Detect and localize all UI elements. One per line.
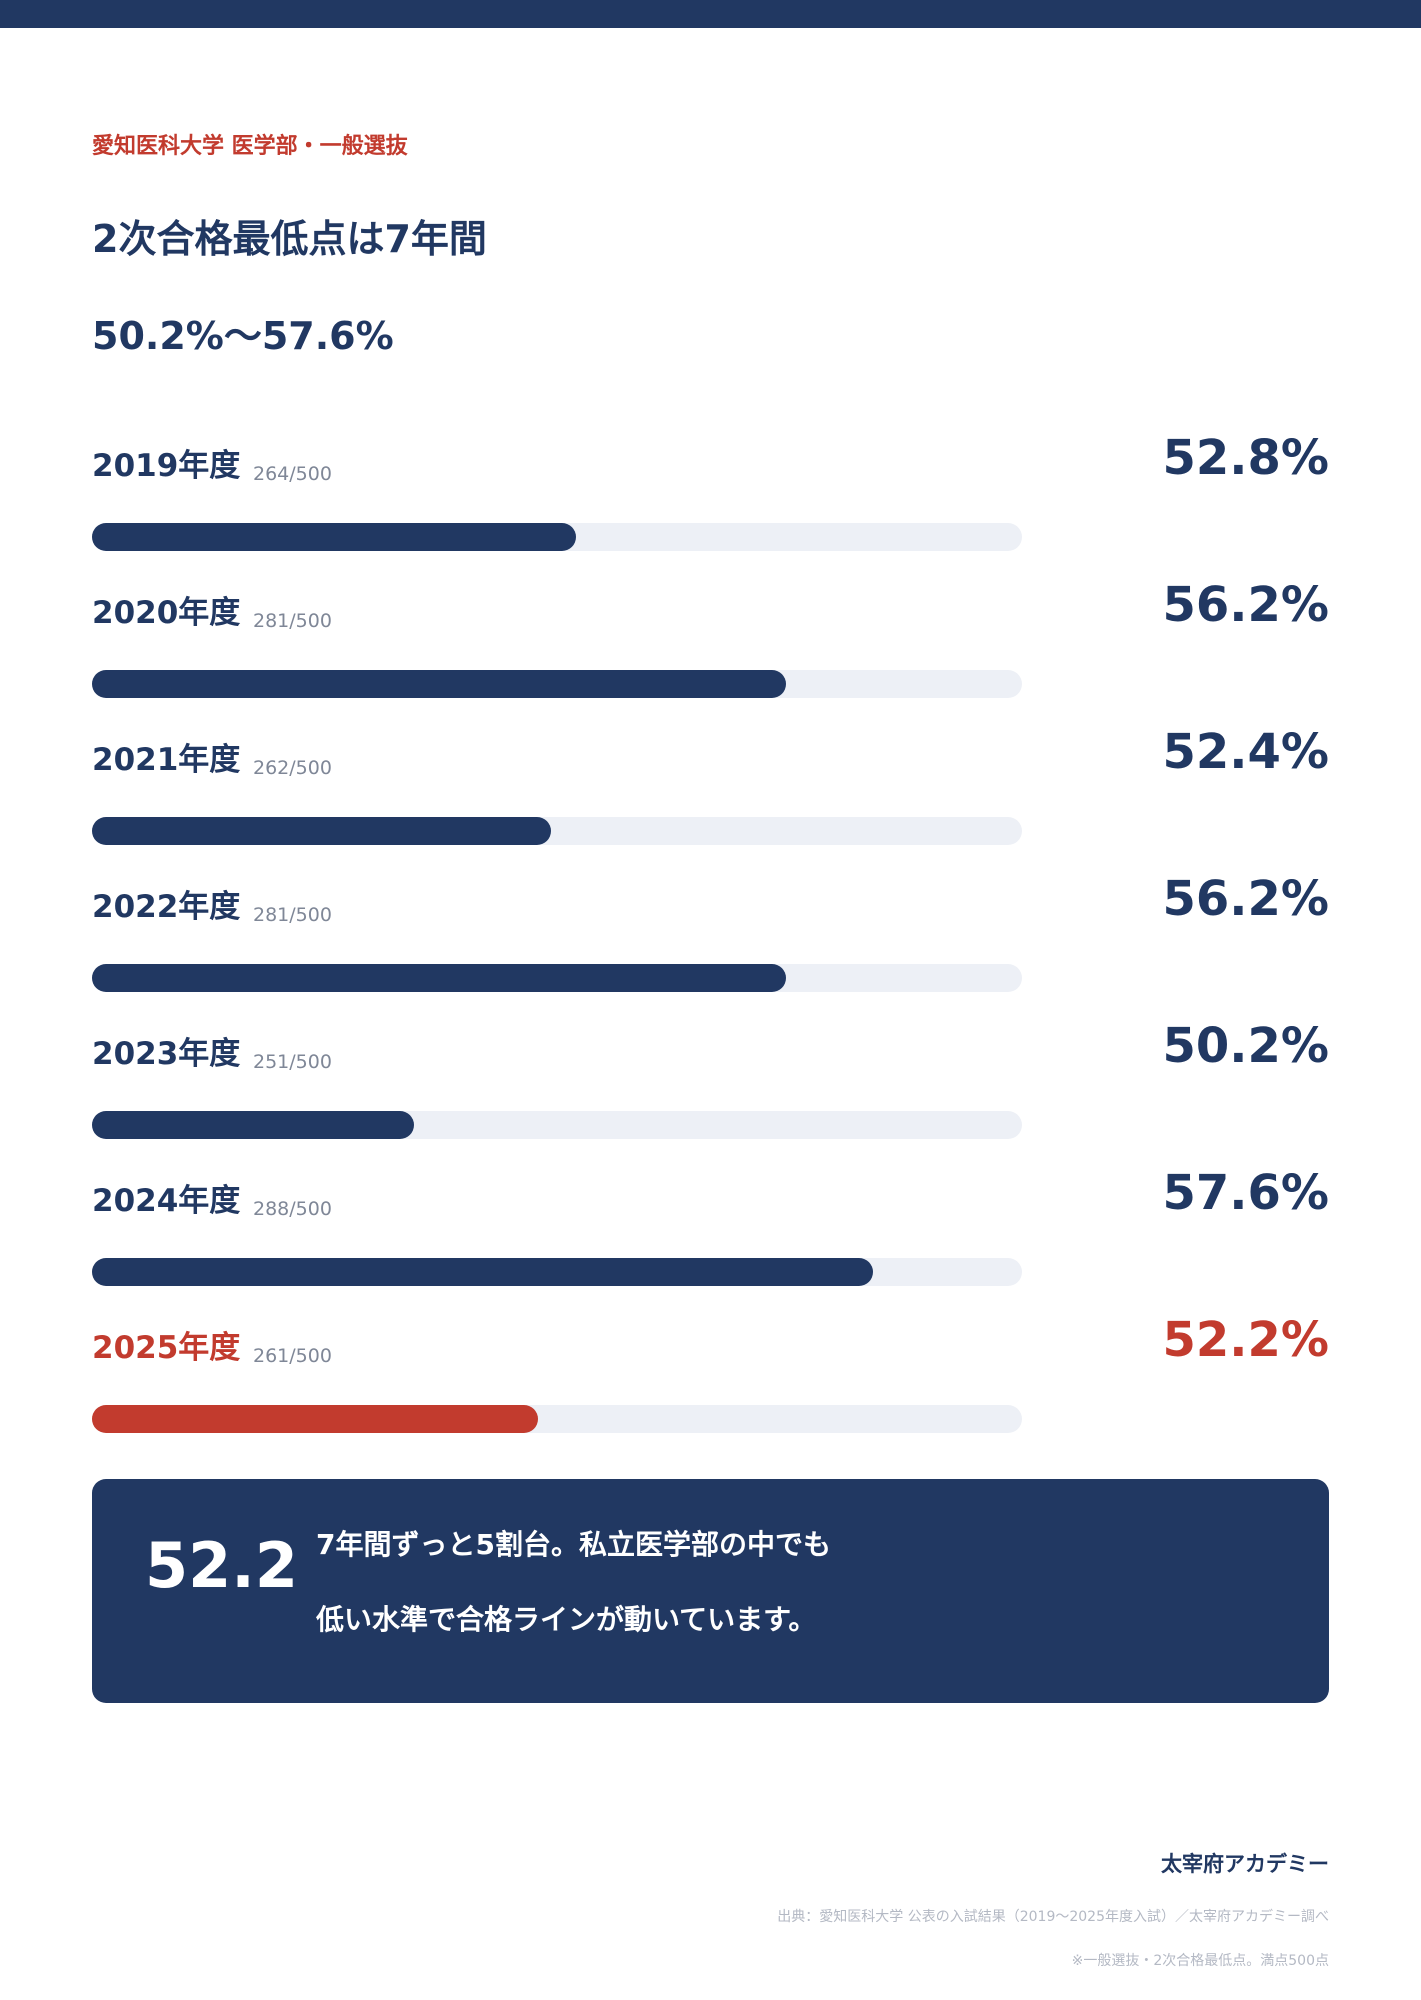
bar-track	[92, 964, 1022, 992]
bar-category-label: 2022年度	[92, 889, 241, 925]
bar-value-label: 57.6%	[1162, 1165, 1329, 1221]
bar-category-label: 2019年度	[92, 448, 241, 484]
bar-score-label: 288/500	[253, 1198, 332, 1220]
bar-score-label: 281/500	[253, 610, 332, 632]
bar-track	[92, 1405, 1022, 1433]
bar	[92, 523, 576, 551]
bar-category-label: 2021年度	[92, 742, 241, 778]
bar-score-label: 261/500	[253, 1345, 332, 1367]
bar-row: 2019年度 264/500 52.8%	[92, 420, 1329, 567]
bar-row: 2024年度 288/500 57.6%	[92, 1155, 1329, 1302]
brand-name: 太宰府アカデミー	[1161, 1852, 1329, 1876]
bar-category-label: 2024年度	[92, 1183, 241, 1219]
bar	[92, 1405, 538, 1433]
bar-track	[92, 1111, 1022, 1139]
bar-track	[92, 523, 1022, 551]
bar-row: 2022年度 281/500 56.2%	[92, 861, 1329, 1008]
bar-row: 2025年度 261/500 52.2%	[92, 1302, 1329, 1449]
page-title: 2次合格最低点は7年間	[92, 217, 487, 261]
bar-category-label: 2025年度	[92, 1330, 241, 1366]
bar-score-label: 281/500	[253, 904, 332, 926]
top-accent-bar	[0, 0, 1421, 28]
bar-value-label: 56.2%	[1162, 577, 1329, 633]
page-subtitle: 50.2%〜57.6%	[92, 314, 394, 358]
bar-track	[92, 1258, 1022, 1286]
source-note: 出典：愛知医科大学 公表の入試結果（2019〜2025年度入試）／太宰府アカデミ…	[777, 1909, 1329, 1925]
bar-value-label: 52.8%	[1162, 430, 1329, 486]
bar-row: 2021年度 262/500 52.4%	[92, 714, 1329, 861]
bar-track	[92, 670, 1022, 698]
callout-number: 52.2	[145, 1529, 298, 1602]
bar-chart: 2019年度 264/500 52.8% 2020年度 281/500 56.2% 2021…	[92, 420, 1329, 1440]
bar	[92, 670, 786, 698]
bar-category-label: 2020年度	[92, 595, 241, 631]
bar-value-label: 56.2%	[1162, 871, 1329, 927]
bar	[92, 1111, 414, 1139]
bar-category-label: 2023年度	[92, 1036, 241, 1072]
callout-text-line-2: 低い水準で合格ラインが動いています。	[316, 1603, 817, 1636]
bar-row: 2020年度 281/500 56.2%	[92, 567, 1329, 714]
callout-text-line-1: 7年間ずっと5割台。私立医学部の中でも	[316, 1528, 831, 1561]
bar-value-label: 50.2%	[1162, 1018, 1329, 1074]
footnote: ※一般選抜・2次合格最低点。満点500点	[1071, 1953, 1329, 1969]
bar-score-label: 262/500	[253, 757, 332, 779]
eyebrow-label: 愛知医科大学 医学部・一般選抜	[92, 134, 408, 159]
bar	[92, 1258, 873, 1286]
bar	[92, 817, 551, 845]
bar	[92, 964, 786, 992]
bar-value-label: 52.4%	[1162, 724, 1329, 780]
bar-row: 2023年度 251/500 50.2%	[92, 1008, 1329, 1155]
callout-box: 52.2 7年間ずっと5割台。私立医学部の中でも 低い水準で合格ラインが動いてい…	[92, 1479, 1329, 1703]
bar-score-label: 251/500	[253, 1051, 332, 1073]
bar-score-label: 264/500	[253, 463, 332, 485]
bar-value-label: 52.2%	[1162, 1312, 1329, 1368]
bar-track	[92, 817, 1022, 845]
